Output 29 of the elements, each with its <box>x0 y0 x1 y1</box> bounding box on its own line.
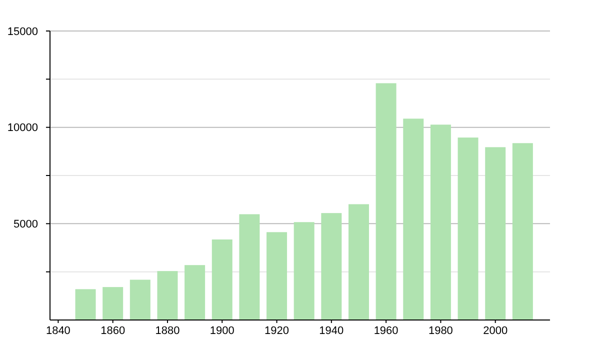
bar <box>266 232 288 320</box>
bar <box>512 143 533 320</box>
bar <box>212 239 232 320</box>
bar <box>430 124 451 320</box>
bar <box>376 83 396 320</box>
y-tick-label: 5000 <box>14 218 38 231</box>
bar <box>403 118 424 320</box>
x-tick-label: 1920 <box>264 325 290 337</box>
x-tick-label: 1940 <box>319 325 344 337</box>
x-tick-label: 1980 <box>428 325 453 337</box>
bar <box>239 214 260 320</box>
x-tick-label: 1880 <box>155 325 180 337</box>
bar <box>75 289 96 320</box>
bar <box>102 287 124 320</box>
x-tick-label: 2000 <box>483 325 508 337</box>
bar <box>130 280 150 320</box>
x-tick-label: 1840 <box>46 325 70 337</box>
bar <box>321 213 342 320</box>
x-tick-label: 1900 <box>210 325 234 337</box>
bar <box>458 138 478 320</box>
bar <box>157 271 178 320</box>
bar <box>348 204 369 320</box>
bar <box>294 222 314 320</box>
y-tick-label: 10000 <box>7 122 38 134</box>
x-tick-label: 1960 <box>374 325 398 337</box>
x-tick-label: 1860 <box>100 325 126 337</box>
bar <box>485 147 506 320</box>
bar <box>184 265 206 320</box>
y-tick-label: 15000 <box>7 26 38 38</box>
